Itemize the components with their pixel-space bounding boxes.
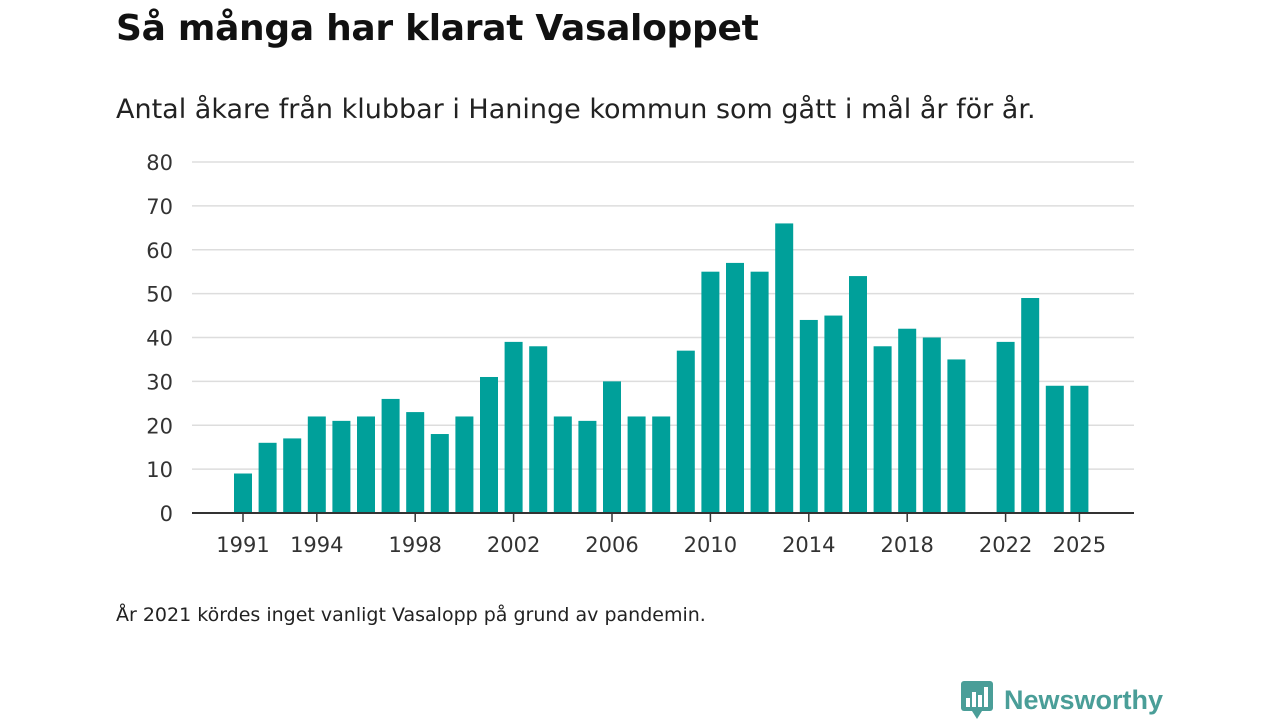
y-tick-label: 30 xyxy=(146,370,173,394)
bar xyxy=(357,416,375,513)
bar xyxy=(824,315,843,513)
bar xyxy=(873,346,892,513)
bar xyxy=(750,271,769,513)
x-tick-label: 1991 xyxy=(216,533,269,557)
bar xyxy=(529,346,548,513)
bar xyxy=(480,376,498,513)
bar xyxy=(283,438,302,513)
newsworthy-logo-icon xyxy=(961,681,993,719)
bar xyxy=(234,473,252,513)
brand-name: Newsworthy xyxy=(1004,684,1164,715)
bars xyxy=(234,223,1089,514)
y-tick-label: 70 xyxy=(146,195,173,219)
x-tick-label: 2022 xyxy=(979,533,1032,557)
x-tick-label: 2002 xyxy=(487,533,540,557)
x-tick-label: 2006 xyxy=(585,533,638,557)
bar xyxy=(775,223,794,514)
bar xyxy=(1021,298,1040,513)
x-tick-label: 2025 xyxy=(1053,533,1106,557)
brand-logo[interactable]: Newsworthy xyxy=(960,680,1163,720)
bar xyxy=(332,420,351,513)
bar xyxy=(898,328,917,513)
bar xyxy=(799,319,818,513)
bar xyxy=(676,350,695,513)
chart-title: Så många har klarat Vasaloppet xyxy=(116,8,759,49)
bar xyxy=(258,442,277,513)
bar xyxy=(430,434,449,513)
bar-chart: 0 10 20 30 40 50 60 70 80 1991 1994 1998 2002 2006 20… xyxy=(146,151,1134,557)
bar xyxy=(627,416,646,513)
bar xyxy=(922,337,941,513)
chart-subtitle: Antal åkare från klubbar i Haninge kommu… xyxy=(116,94,1036,125)
x-tick-label: 2010 xyxy=(684,533,737,557)
footnote: År 2021 kördes inget vanligt Vasalopp på… xyxy=(116,604,706,626)
y-tick-label: 50 xyxy=(146,283,173,307)
bar xyxy=(307,416,326,513)
bar xyxy=(1045,385,1064,513)
y-tick-label: 60 xyxy=(146,239,173,263)
bar xyxy=(996,341,1015,513)
x-tick-label: 2014 xyxy=(782,533,835,557)
bar xyxy=(726,262,744,513)
bar xyxy=(578,420,597,513)
x-axis-ticks: 1991 1994 1998 2002 2006 2010 2014 2018 2022 2025 xyxy=(216,513,1106,557)
bar xyxy=(652,416,671,513)
bar xyxy=(1070,385,1089,513)
bar xyxy=(701,271,720,513)
y-tick-label: 80 xyxy=(146,151,173,175)
bar xyxy=(504,341,523,513)
x-tick-label: 1994 xyxy=(290,533,343,557)
y-tick-label: 20 xyxy=(146,414,173,438)
y-tick-label: 0 xyxy=(160,502,173,526)
bar xyxy=(849,276,867,513)
bar xyxy=(381,398,400,513)
y-axis-ticks: 0 10 20 30 40 50 60 70 80 xyxy=(146,151,173,526)
x-tick-label: 1998 xyxy=(388,533,441,557)
bar xyxy=(947,359,966,513)
bar xyxy=(553,416,572,513)
bar xyxy=(603,381,621,513)
bar xyxy=(455,416,474,513)
bar xyxy=(406,412,425,513)
x-tick-label: 2018 xyxy=(880,533,933,557)
y-tick-label: 10 xyxy=(146,458,173,482)
y-tick-label: 40 xyxy=(146,327,173,351)
